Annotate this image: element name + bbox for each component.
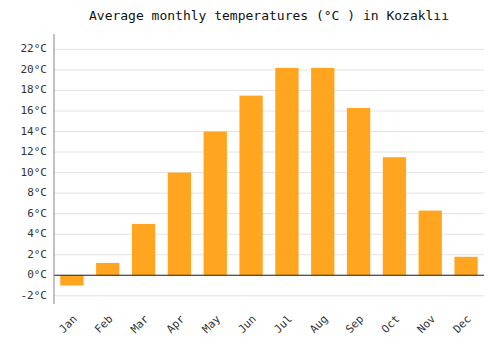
bar <box>204 132 227 276</box>
y-tick-label: 22°C <box>21 42 48 55</box>
y-ticks: -2°C 0°C 2°C 4°C 6°C 8°C 10°C 12°C 14°C 16°C 18°C 2… <box>21 42 48 301</box>
x-tick-label: Feb <box>92 313 115 336</box>
x-ticks: Jan Feb Mar Apr May Jun Jul Aug Sep Oct Nov Dec <box>56 312 473 336</box>
x-tick-label: Jan <box>56 313 79 336</box>
y-tick-label: 6°C <box>27 207 47 220</box>
bar <box>311 68 334 275</box>
x-tick-label: Jul <box>271 313 294 336</box>
y-tick-label: 16°C <box>21 104 48 117</box>
y-tick-label: 12°C <box>21 145 48 158</box>
bar <box>239 96 262 276</box>
bars <box>60 68 477 286</box>
grid-line <box>54 49 484 50</box>
x-tick-label: Sep <box>343 313 366 336</box>
bar <box>419 211 442 276</box>
bar <box>168 173 191 276</box>
grid-line <box>54 131 484 132</box>
x-tick-label: Dec <box>451 313 474 336</box>
chart-container: -2°C 0°C 2°C 4°C 6°C 8°C 10°C 12°C 14°C 16°C 18°C 2… <box>0 0 500 350</box>
y-tick-label: 8°C <box>27 186 47 199</box>
x-tick-label: Nov <box>415 312 439 336</box>
grid-line <box>54 275 484 276</box>
grid-line <box>54 152 484 153</box>
zero-line <box>54 275 484 276</box>
y-tick-label: 10°C <box>21 166 48 179</box>
y-tick-label: 14°C <box>21 125 48 138</box>
x-tick-label: Mar <box>128 312 152 336</box>
bar <box>383 157 406 275</box>
title: Average monthly temperatures (°C ) in Ko… <box>89 8 449 23</box>
y-tick-label: -2°C <box>21 289 48 302</box>
grid-line <box>54 172 484 173</box>
bar <box>275 68 298 275</box>
grid-line <box>54 193 484 194</box>
y-tick-label: 0°C <box>27 268 47 281</box>
grid-line <box>54 90 484 91</box>
x-tick-label: Aug <box>307 313 330 336</box>
bar <box>60 275 83 285</box>
y-tick-label: 18°C <box>21 83 48 96</box>
x-tick-label: Oct <box>379 313 402 336</box>
bar <box>454 257 477 275</box>
grid-line <box>54 69 484 70</box>
bar <box>132 224 155 275</box>
y-axis-line <box>54 34 55 304</box>
grid-line <box>54 295 484 296</box>
chart-svg: -2°C 0°C 2°C 4°C 6°C 8°C 10°C 12°C 14°C 16°C 18°C 2… <box>0 0 500 350</box>
y-tick-label: 2°C <box>27 248 47 261</box>
bar <box>96 263 119 275</box>
x-tick-label: Jun <box>236 313 259 336</box>
x-tick-label: May <box>200 312 224 336</box>
grid-line <box>54 110 484 111</box>
x-tick-label: Apr <box>164 312 188 336</box>
bar <box>347 108 370 275</box>
y-tick-label: 20°C <box>21 63 48 76</box>
grid <box>54 49 484 295</box>
y-tick-label: 4°C <box>27 227 47 240</box>
